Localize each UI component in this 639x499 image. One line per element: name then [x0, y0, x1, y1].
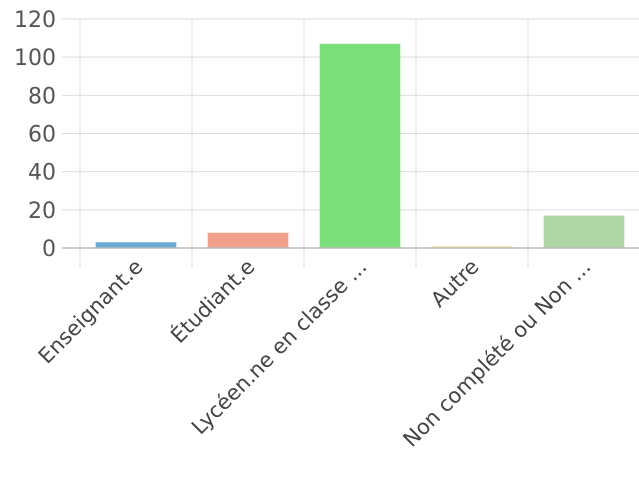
vertical-gridlines [79, 19, 529, 268]
x-category-label: Enseignant.e [34, 255, 148, 369]
x-category-label: Étudiant.e [166, 254, 260, 348]
y-tick-label: 40 [28, 161, 56, 186]
bar-4 [431, 246, 513, 248]
y-axis-tick-labels: 0 20 40 60 80 100 120 [14, 8, 56, 262]
y-tick-label: 60 [28, 123, 56, 148]
x-category-label: Non complété ou Non ... [398, 255, 595, 452]
x-category-label: Autre [426, 255, 483, 312]
y-tick-label: 0 [42, 237, 56, 262]
y-tick-label: 20 [28, 199, 56, 224]
y-tick-label: 100 [14, 46, 56, 71]
y-tick-label: 80 [28, 84, 56, 109]
bar-3 [319, 43, 401, 248]
bar-2 [207, 232, 289, 248]
bars [95, 43, 625, 248]
bar-1 [95, 242, 177, 248]
y-tick-label: 120 [14, 8, 56, 33]
bar-5 [543, 215, 625, 248]
